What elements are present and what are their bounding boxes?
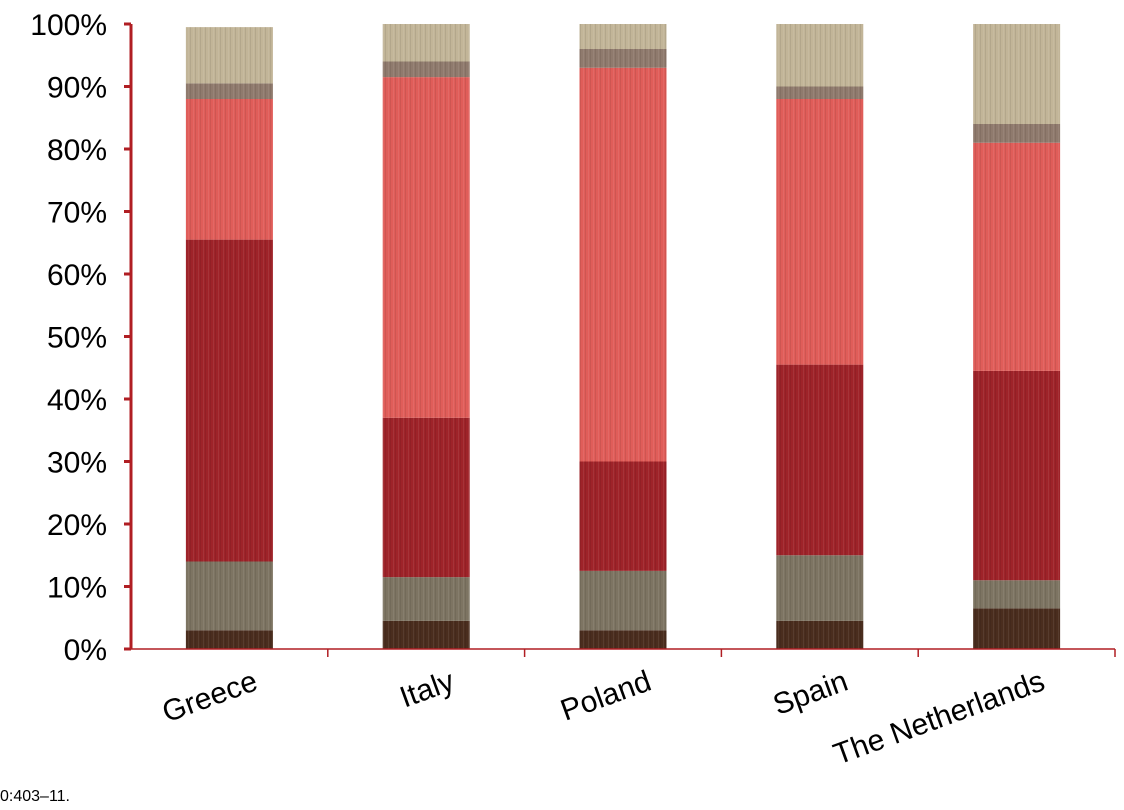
- bar-texture: [185, 83, 273, 99]
- y-tick-label: 80%: [47, 134, 107, 167]
- bar-texture: [185, 99, 273, 240]
- x-tick-label: Greece: [158, 665, 262, 730]
- bar-texture: [185, 630, 273, 649]
- bar-texture: [776, 364, 864, 556]
- y-tick-label: 30%: [47, 447, 107, 480]
- bar-texture: [185, 239, 273, 562]
- bar-texture: [776, 24, 864, 87]
- y-tick-label: 100%: [30, 9, 107, 42]
- y-tick-label: 60%: [47, 259, 107, 292]
- y-tick-label: 70%: [47, 197, 107, 230]
- x-tick-label: Spain: [769, 665, 852, 722]
- bar-texture: [776, 555, 864, 621]
- y-tick-label: 50%: [47, 322, 107, 355]
- x-tick-label: Italy: [396, 665, 459, 715]
- bar-texture: [973, 142, 1061, 371]
- bar-texture: [776, 99, 864, 365]
- bar-texture: [776, 86, 864, 99]
- bar-texture: [382, 24, 470, 62]
- bar-texture: [382, 620, 470, 649]
- y-tick-label: 0%: [64, 634, 107, 667]
- bar-texture: [382, 61, 470, 78]
- axes-layer: [124, 22, 1116, 657]
- y-tick-label: 20%: [47, 509, 107, 542]
- bar-texture: [579, 630, 667, 649]
- footnote-text: 0:403–11.: [0, 788, 70, 805]
- bar-texture: [776, 620, 864, 649]
- bar-texture: [579, 570, 667, 631]
- bar-texture: [382, 77, 470, 418]
- bar-texture: [973, 124, 1061, 143]
- bars-layer: [185, 24, 1061, 649]
- bar-texture: [579, 461, 667, 571]
- y-tick-label: 90%: [47, 72, 107, 105]
- bar-texture: [973, 580, 1061, 609]
- bar-texture: [185, 27, 273, 84]
- x-tick-label: Poland: [556, 665, 655, 728]
- bar-texture: [973, 608, 1061, 649]
- y-tick-label: 10%: [47, 572, 107, 605]
- bar-texture: [579, 67, 667, 462]
- bar-texture: [579, 49, 667, 68]
- x-tick-label: The Netherlands: [829, 665, 1049, 772]
- bar-texture: [382, 417, 470, 578]
- bar-texture: [185, 561, 273, 631]
- bar-texture: [579, 24, 667, 49]
- labels-layer: 0% 10% 20% 30% 40% 50% 60% 70% 80% 90% 100% Greece I…: [30, 9, 1049, 771]
- y-tick-label: 40%: [47, 384, 107, 417]
- bar-texture: [382, 577, 470, 621]
- bar-texture: [973, 370, 1061, 581]
- bar-texture: [973, 24, 1061, 124]
